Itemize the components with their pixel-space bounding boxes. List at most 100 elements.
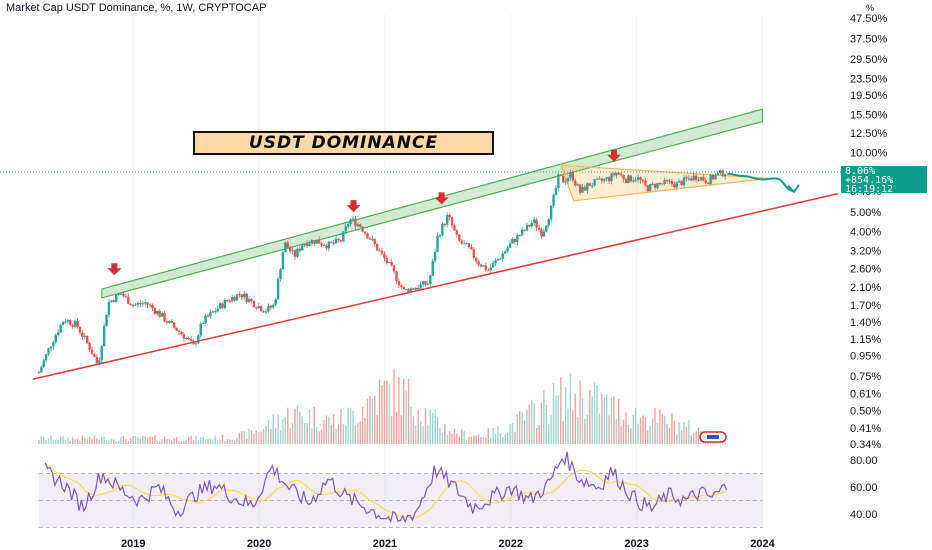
candle-body [95, 356, 99, 363]
candle-body [598, 178, 601, 180]
candle-body [163, 313, 166, 322]
candle-body [723, 174, 727, 177]
candle-body [697, 179, 700, 181]
y-tick-label: 1.15% [850, 334, 881, 346]
volume-bar [569, 373, 572, 444]
volume-bar [236, 438, 238, 444]
candle-body [612, 173, 616, 176]
candle-body [528, 224, 531, 227]
candle-body [407, 289, 410, 293]
candle-body [508, 243, 512, 248]
volume-bar [545, 404, 547, 444]
volume-bar [347, 407, 349, 444]
candle-body [192, 340, 195, 345]
candle-body [501, 253, 504, 259]
candle-body [238, 294, 241, 296]
volume-bar [125, 439, 127, 444]
candle-body [330, 241, 333, 243]
volume-bar [200, 437, 202, 444]
candle-body [373, 239, 376, 245]
candle-body [375, 244, 379, 251]
candle-body [42, 360, 45, 368]
candle-body [160, 313, 164, 317]
candle-body [615, 172, 618, 176]
volume-bar [410, 407, 412, 444]
volume-bar [202, 437, 204, 444]
candle-body [216, 308, 219, 312]
candle-body [158, 310, 161, 317]
volume-bar [458, 437, 461, 444]
candle-body [578, 184, 582, 193]
candle-body [632, 180, 635, 182]
volume-bar [552, 382, 555, 444]
candle-body [204, 315, 207, 324]
candle-body [267, 305, 270, 312]
volume-bar [224, 440, 226, 444]
candle-body [709, 175, 712, 185]
candle-body [209, 312, 212, 317]
volume-bar [325, 415, 328, 444]
candle-body [504, 251, 507, 254]
volume-bar [596, 385, 598, 444]
candle-body [61, 321, 65, 326]
y-tick-label: 23.50% [850, 74, 888, 86]
candle-body [315, 239, 318, 244]
volume-bar [625, 412, 627, 444]
volume-bar [485, 437, 487, 444]
volume-bar [296, 405, 299, 444]
volume-bar [656, 423, 659, 444]
volume-bar [248, 428, 250, 444]
rsi-line [44, 451, 728, 524]
y-tick-label: 0.41% [850, 423, 881, 435]
candle-body [356, 224, 360, 227]
volume-bar [692, 432, 695, 444]
volume-bar [642, 415, 644, 444]
last-price-tag: 8.06% +854.16% 16:19:12 [841, 166, 927, 195]
volume-bar [335, 428, 337, 444]
volume-bar [166, 439, 168, 444]
candle-body [429, 275, 432, 284]
y-tick-label: 0.34% [850, 439, 881, 451]
volume-bar [171, 440, 173, 444]
rsi-lines [44, 451, 728, 524]
volume-bar [154, 435, 156, 444]
candle-body [102, 326, 106, 347]
volume-bar [683, 421, 685, 444]
candle-body [64, 321, 67, 323]
candle-body [322, 244, 326, 246]
volume-bar [514, 432, 516, 444]
volume-bar [328, 416, 330, 444]
volume-badge-mark [707, 435, 719, 439]
rsi-tick-label: 60.00 [850, 482, 878, 494]
candle-body [112, 300, 115, 302]
volume-bar [40, 436, 42, 444]
candle-body [636, 177, 640, 180]
candle-body [54, 335, 57, 343]
candle-body [49, 346, 53, 349]
candle-body [388, 262, 391, 264]
volume-bar [219, 439, 221, 444]
volume-bar [120, 436, 122, 444]
candle-body [462, 243, 466, 245]
volume-bar [258, 432, 260, 444]
volume-bar [137, 437, 139, 444]
volume-bar [444, 423, 446, 444]
volume-bar [59, 436, 62, 444]
usdt-dominance-label: USDT DOMINANCE [193, 131, 494, 155]
volume-bar [354, 425, 357, 444]
volume-bar [352, 410, 354, 444]
volume-bar [144, 436, 146, 444]
candle-body [57, 332, 60, 336]
candle-body [143, 302, 147, 304]
volume-bar [610, 397, 613, 444]
candle-body [542, 231, 546, 237]
candle-body [607, 177, 611, 182]
volume-bar [465, 439, 468, 444]
volume-bar [175, 436, 178, 444]
candle-body [668, 180, 671, 182]
volume-bar [453, 428, 456, 444]
candle-body [622, 175, 625, 180]
candle-body [177, 330, 181, 332]
candle-body [240, 294, 244, 298]
volume-bar [446, 434, 448, 444]
